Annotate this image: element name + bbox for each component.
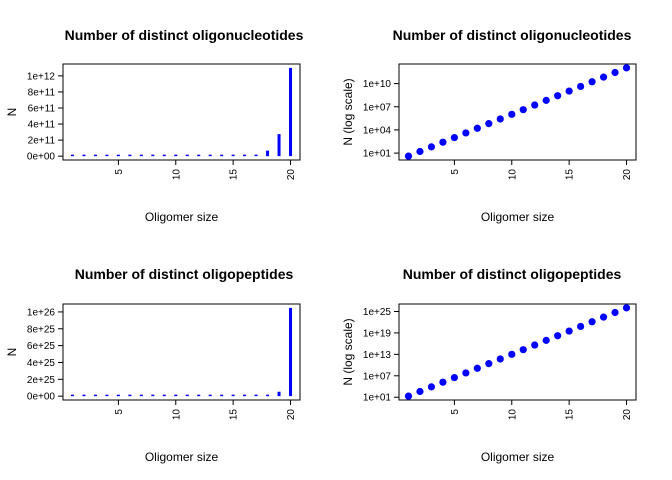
y-tick-label: 1e+07: [363, 102, 392, 113]
y-tick-label: 2e+11: [28, 136, 56, 147]
y-tick-label: 1e+01: [363, 149, 392, 160]
scatter-point: [565, 87, 573, 95]
y-tick-label: 8e+25: [27, 324, 56, 335]
scatter-point: [462, 369, 470, 377]
chart-title: Number of distinct oligopeptides: [403, 266, 622, 282]
y-tick-label: 1e+01: [363, 393, 392, 404]
x-tick-label: 10: [171, 169, 182, 181]
scatter-point: [577, 82, 585, 91]
scatter-point: [404, 392, 413, 400]
scatter-point: [439, 378, 447, 386]
y-axis-label: N: [5, 108, 19, 117]
scatter-point: [485, 360, 493, 368]
scatter-point: [542, 96, 550, 104]
scatter-point: [599, 313, 608, 321]
scatter-point: [508, 350, 516, 358]
y-tick-label: 0e+00: [27, 152, 56, 163]
chart-title: Number of distinct oligonucleotides: [65, 27, 304, 43]
scatter-point: [462, 129, 470, 137]
x-tick-label: 5: [450, 409, 461, 415]
plot-frame: [62, 303, 301, 401]
plot-frame: [62, 63, 301, 161]
x-tick-label: 15: [565, 169, 576, 181]
y-tick-label: 4e+25: [27, 358, 56, 369]
scatter-point: [427, 383, 436, 391]
x-tick-label: 5: [450, 169, 461, 175]
chart-title: Number of distinct oligonucleotides: [393, 27, 632, 43]
y-tick-label: 1e+26: [27, 307, 56, 318]
y-axis-label: N: [5, 348, 19, 357]
scatter-point: [496, 115, 504, 123]
x-tick-label: 20: [622, 409, 633, 421]
scatter-point: [439, 138, 447, 146]
y-axis-label: N (log scale): [341, 318, 355, 385]
plot-frame: [398, 303, 637, 401]
chart-panel-bottom-left: Number of distinct oligopeptides 5 10 15 20 0…: [5, 266, 301, 464]
scatter-point: [416, 387, 424, 396]
scatter-point: [531, 341, 539, 349]
x-tick-label: 15: [229, 409, 240, 421]
y-tick-label: 1e+07: [363, 371, 392, 382]
scatter-point: [473, 364, 481, 372]
x-tick-label: 10: [507, 409, 518, 421]
scatter-point: [622, 64, 631, 72]
x-tick-label: 20: [622, 169, 633, 181]
y-tick-label: 0e+00: [27, 392, 56, 403]
x-tick-label: 10: [507, 169, 518, 181]
y-axis-label: N (log scale): [341, 78, 355, 145]
y-tick-label: 1e+10: [363, 79, 392, 90]
x-tick-label: 15: [565, 409, 576, 421]
scatter-point: [519, 106, 527, 114]
chart-title: Number of distinct oligopeptides: [75, 266, 294, 282]
plot-frame: [398, 63, 637, 161]
y-tick-label: 6e+25: [27, 341, 56, 352]
x-axis-label: Oligomer size: [481, 450, 555, 464]
x-tick-label: 5: [114, 169, 125, 175]
x-axis-label: Oligomer size: [145, 450, 219, 464]
scatter-point: [508, 110, 516, 118]
y-tick-label: 6e+11: [28, 103, 56, 114]
chart-panel-top-right: Number of distinct oligonucleotides 5 10 15…: [341, 27, 637, 224]
x-axis-label: Oligomer size: [145, 210, 219, 224]
scatter-point: [473, 124, 481, 132]
scatter-point: [485, 120, 493, 128]
scatter-point: [588, 318, 596, 326]
scatter-point: [611, 308, 619, 317]
scatter-point: [404, 152, 413, 160]
y-tick-label: 1e+19: [363, 328, 392, 339]
scatter-point: [542, 336, 550, 344]
scatter-point: [554, 92, 562, 100]
y-tick-label: 1e+13: [363, 350, 392, 361]
x-tick-label: 20: [286, 169, 297, 181]
scatter-point: [599, 73, 608, 81]
chart-panel-top-left: Number of distinct oligonucleotides 5 10 15…: [5, 27, 304, 224]
x-tick-label: 5: [114, 409, 125, 415]
scatter-point: [416, 147, 424, 156]
x-tick-label: 10: [171, 409, 182, 421]
scatter-point: [588, 78, 596, 86]
y-tick-label: 1e+12: [27, 71, 56, 82]
scatter-point: [450, 373, 458, 382]
scatter-point: [611, 68, 619, 77]
scatter-point: [496, 355, 504, 363]
chart-panel-bottom-right: Number of distinct oligopeptides 5 10 15 20 1…: [341, 266, 637, 464]
y-tick-label: 4e+11: [28, 120, 56, 131]
scatter-point: [427, 143, 436, 151]
x-axis-label: Oligomer size: [481, 210, 555, 224]
x-tick-label: 15: [229, 169, 240, 181]
scatter-point: [565, 327, 573, 335]
y-tick-label: 8e+11: [28, 87, 56, 98]
scatter-point: [519, 346, 527, 354]
scatter-point: [577, 322, 585, 331]
x-tick-label: 20: [286, 409, 297, 421]
scatter-point: [622, 304, 631, 312]
scatter-point: [554, 332, 562, 340]
y-tick-label: 1e+04: [363, 125, 392, 136]
scatter-point: [531, 101, 539, 109]
y-tick-label: 2e+25: [27, 375, 56, 386]
scatter-point: [450, 133, 458, 142]
y-tick-label: 1e+25: [363, 307, 392, 318]
